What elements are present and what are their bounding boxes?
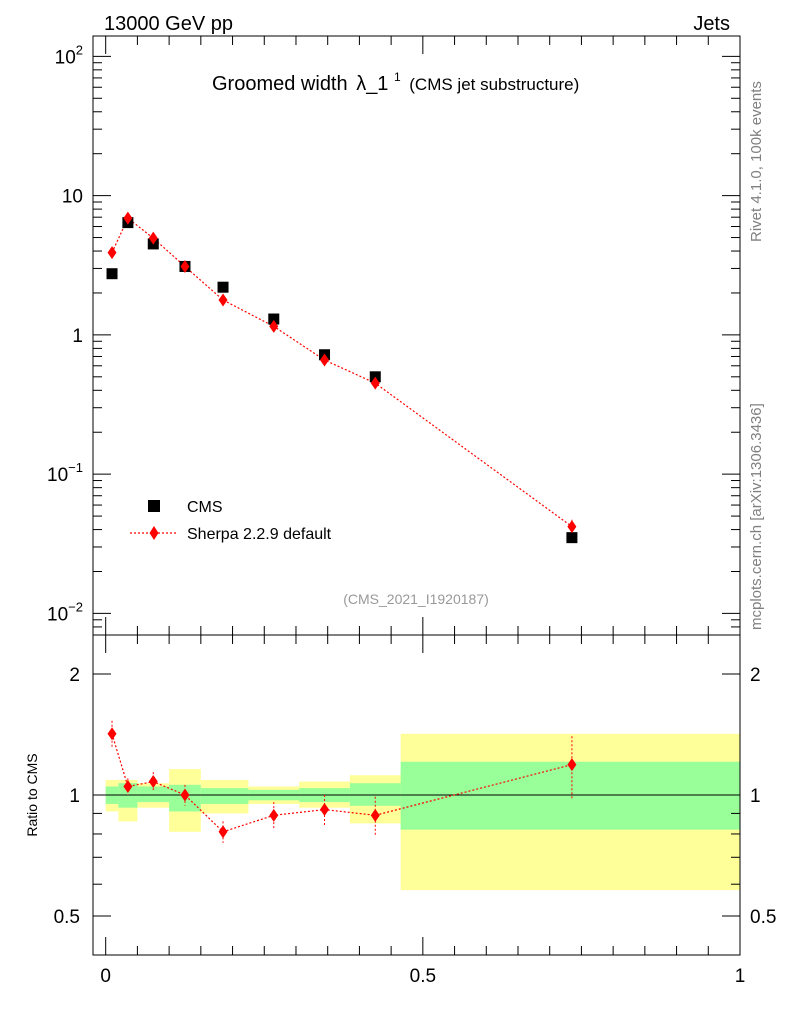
ratio-data-layer — [107, 720, 577, 843]
sherpa-series-line — [111, 217, 573, 528]
legend: CMS Sherpa 2.2.9 default — [130, 499, 332, 543]
plot-title-main: Groomed width — [212, 73, 348, 95]
ratio-y-tick-label-right: 1 — [750, 786, 761, 807]
main-y-tick-label: 10−2 — [47, 599, 83, 625]
plot-title: Groomed width λ_1 1 (CMS jet substructur… — [212, 64, 579, 95]
sherpa-data-point — [148, 231, 158, 245]
sherpa-data-point — [107, 246, 117, 260]
ratio-data-point — [180, 788, 190, 802]
ratio-inner-band — [137, 786, 170, 803]
sherpa-data-point — [269, 319, 279, 333]
ratio-data-point — [370, 808, 380, 822]
main-y-tick-label: 10 — [62, 187, 83, 208]
ratio-data-point — [148, 775, 158, 789]
legend-sherpa-label: Sherpa 2.2.9 default — [187, 526, 332, 543]
legend-cms-label: CMS — [187, 499, 223, 516]
main-axis-ticks: 102 10 1 10−1 10−2 — [47, 36, 741, 636]
ratio-y-tick-label: 0.5 — [54, 907, 80, 928]
plot-title-symbol: λ_1 — [356, 73, 388, 95]
ratio-inner-band — [349, 783, 401, 806]
ratio-y-tick-label: 2 — [69, 665, 80, 686]
sherpa-data-point — [370, 376, 380, 390]
legend-sherpa-marker — [149, 526, 159, 540]
sherpa-data-point — [123, 211, 133, 225]
main-y-tick-label: 102 — [55, 42, 83, 68]
main-y-tick-label: 10−1 — [47, 460, 83, 486]
main-y-tick-label: 1 — [72, 326, 83, 347]
energy-label: 13000 GeV pp — [104, 13, 233, 35]
x-tick-label: 0.5 — [410, 966, 436, 987]
ratio-data-point — [269, 808, 279, 822]
process-label: Jets — [693, 13, 730, 35]
ratio-data-point — [320, 803, 330, 817]
rivet-label: Rivet 4.1.0, 100k events — [748, 81, 765, 242]
sherpa-data-point — [180, 259, 190, 273]
legend-cms-marker — [148, 500, 160, 512]
ratio-data-point — [567, 758, 577, 772]
x-tick-label: 0 — [100, 966, 111, 987]
main-data-layer — [106, 211, 578, 544]
mcplots-label: mcplots.cern.ch [arXiv:1306.3436] — [748, 403, 765, 630]
ratio-data-point — [123, 779, 133, 793]
plot-subtitle: (CMS jet substructure) — [409, 75, 579, 94]
plot-title-superscript: 1 — [394, 70, 401, 84]
cms-data-point — [268, 313, 280, 325]
main-plot-panel: Groomed width λ_1 1 (CMS jet substructur… — [47, 35, 741, 636]
sherpa-data-point — [218, 293, 228, 307]
main-plot-frame — [92, 35, 741, 636]
ratio-inner-band — [400, 761, 740, 830]
ratio-data-point — [107, 727, 117, 741]
ratio-y-tick-label-right: 0.5 — [750, 907, 776, 928]
analysis-label: (CMS_2021_I1920187) — [343, 591, 489, 607]
x-tick-label: 1 — [735, 966, 746, 987]
cms-data-point — [106, 268, 118, 280]
ratio-data-point — [218, 825, 228, 839]
ratio-plot-panel: 0.5 0.5 1 1 2 2 0 0.5 1 Ratio to CMS — [24, 634, 776, 987]
ratio-inner-band — [200, 788, 249, 804]
ratio-y-tick-label-right: 2 — [750, 665, 761, 686]
ratio-y-axis-label: Ratio to CMS — [24, 753, 40, 836]
ratio-uncertainty-bands — [105, 733, 740, 891]
ratio-y-tick-label: 1 — [69, 786, 80, 807]
ratio-axis-ticks: 0.5 0.5 1 1 2 2 0 0.5 1 — [54, 635, 776, 987]
cms-data-point — [566, 532, 578, 544]
cms-data-point — [217, 281, 229, 293]
sherpa-data-point — [567, 520, 577, 534]
sherpa-data-point — [320, 353, 330, 367]
